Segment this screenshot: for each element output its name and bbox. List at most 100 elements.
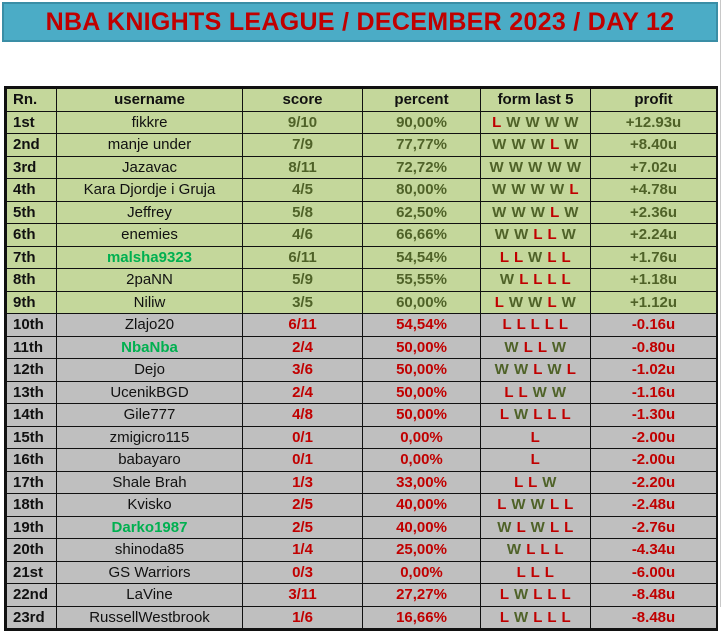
rank-cell: 13th <box>6 380 57 404</box>
profit-cell: +2.24u <box>590 223 717 247</box>
username-cell: Niliw <box>56 290 243 314</box>
form-result-win: W <box>547 361 563 379</box>
standings-table-frame: Rn. username score percent form last 5 p… <box>4 86 718 631</box>
form-cell: L W W W W <box>480 110 591 134</box>
sheet-edge-divider <box>720 0 721 607</box>
username-cell: Shale Brah <box>56 470 243 494</box>
score-cell: 5/8 <box>242 200 363 224</box>
form-result-win: W <box>506 113 521 131</box>
rank-cell: 21st <box>6 560 57 584</box>
table-row: 18th Kvisko 2/5 40,00% L W W L L -2.48u <box>6 493 717 517</box>
form-cell: L W W L W <box>480 290 591 314</box>
form-cell: W W W L W <box>480 133 591 157</box>
form-result-loss: L <box>547 406 557 424</box>
profit-cell: +12.93u <box>590 110 717 134</box>
form-cell: W L L W <box>480 335 591 359</box>
form-result-win: W <box>508 158 524 176</box>
rank-cell: 5th <box>6 200 57 224</box>
percent-cell: 62,50% <box>362 200 481 224</box>
profit-cell: -8.48u <box>590 583 717 607</box>
form-result-loss: L <box>540 541 550 559</box>
profit-cell: -0.16u <box>590 313 717 337</box>
table-row: 4th Kara Djordje i Gruja 4/5 80,00% W W W W … <box>6 178 717 202</box>
username-cell: Darko1987 <box>56 515 243 539</box>
form-result-loss: L <box>502 316 512 334</box>
percent-cell: 50,00% <box>362 358 481 382</box>
form-result-loss: L <box>499 248 510 266</box>
form-result-win: W <box>528 293 543 311</box>
username-cell: Jeffrey <box>56 200 243 224</box>
standings-table: Rn. username score percent form last 5 p… <box>6 88 717 629</box>
form-result-win: W <box>513 361 529 379</box>
username-cell: NbaNba <box>56 335 243 359</box>
form-result-loss: L <box>547 608 557 626</box>
username-cell: malsha9323 <box>56 245 243 269</box>
rank-cell: 10th <box>6 313 57 337</box>
table-row: 8th 2paNN 5/9 55,55% W L L L L +1.18u <box>6 268 717 292</box>
table-row: 13th UcenikBGD 2/4 50,00% L L W W -1.16u <box>6 380 717 404</box>
form-result-loss: L <box>533 271 543 289</box>
form-result-loss: L <box>550 136 560 154</box>
username-cell: 2paNN <box>56 268 243 292</box>
score-cell: 6/11 <box>242 313 363 337</box>
form-cell: W W W W L <box>480 178 591 202</box>
score-cell: 0/3 <box>242 560 363 584</box>
form-cell: L W L L L <box>480 583 591 607</box>
form-result-loss: L <box>569 181 580 199</box>
percent-cell: 16,66% <box>362 605 481 629</box>
percent-cell: 27,27% <box>362 583 481 607</box>
form-result-loss: L <box>533 361 543 379</box>
form-result-win: W <box>514 226 529 244</box>
percent-cell: 54,54% <box>362 313 481 337</box>
header-profit: profit <box>590 88 717 112</box>
form-cell: L L L L L <box>480 313 591 337</box>
username-cell: zmigicro115 <box>56 425 243 449</box>
form-result-loss: L <box>516 316 526 334</box>
profit-cell: -2.76u <box>590 515 717 539</box>
form-result-loss: L <box>526 541 536 559</box>
table-row: 21st GS Warriors 0/3 0,00% L L L -6.00u <box>6 560 717 584</box>
score-cell: 7/9 <box>242 133 363 157</box>
form-result-win: W <box>544 113 560 131</box>
form-result-win: W <box>551 338 567 356</box>
form-cell: W L W L L <box>480 515 591 539</box>
form-result-win: W <box>508 293 524 311</box>
form-result-win: W <box>551 383 567 401</box>
form-result-win: W <box>494 226 510 244</box>
rank-cell: 23rd <box>6 605 57 629</box>
form-cell: L W W L L <box>480 493 591 517</box>
score-cell: 2/5 <box>242 493 363 517</box>
form-result-loss: L <box>518 383 528 401</box>
form-result-win: W <box>564 136 579 154</box>
rank-cell: 3rd <box>6 155 57 179</box>
score-cell: 0/1 <box>242 448 363 472</box>
form-result-win: W <box>511 181 526 199</box>
header-score: score <box>242 88 363 112</box>
form-result-win: W <box>550 181 565 199</box>
percent-cell: 0,00% <box>362 448 481 472</box>
profit-cell: -1.30u <box>590 403 717 427</box>
table-row: 9th Niliw 3/5 60,00% L W W L W +1.12u <box>6 290 717 314</box>
score-cell: 2/5 <box>242 515 363 539</box>
score-cell: 0/1 <box>242 425 363 449</box>
table-row: 6th enemies 4/6 66,66% W W L L W +2.24u <box>6 223 717 247</box>
rank-cell: 7th <box>6 245 57 269</box>
profit-cell: -2.00u <box>590 448 717 472</box>
rank-cell: 22nd <box>6 583 57 607</box>
table-row: 17th Shale Brah 1/3 33,00% L L W -2.20u <box>6 470 717 494</box>
profit-cell: +1.76u <box>590 245 717 269</box>
table-row: 3rd Jazavac 8/11 72,72% W W W W W +7.02u <box>6 155 717 179</box>
form-result-loss: L <box>561 248 572 266</box>
rank-cell: 9th <box>6 290 57 314</box>
form-result-loss: L <box>547 586 557 604</box>
form-result-loss: L <box>561 608 572 626</box>
rank-cell: 20th <box>6 538 57 562</box>
form-result-loss: L <box>561 586 572 604</box>
score-cell: 2/4 <box>242 335 363 359</box>
table-row: 12th Dejo 3/6 50,00% W W L W L -1.02u <box>6 358 717 382</box>
form-result-win: W <box>497 518 512 536</box>
percent-cell: 90,00% <box>362 110 481 134</box>
form-result-loss: L <box>554 541 565 559</box>
form-result-win: W <box>491 181 507 199</box>
form-result-loss: L <box>561 406 572 424</box>
